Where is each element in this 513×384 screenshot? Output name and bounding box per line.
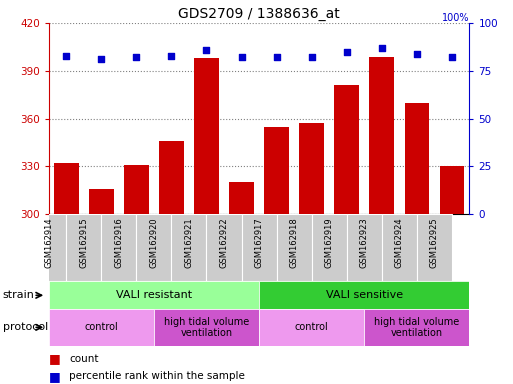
Text: high tidal volume
ventilation: high tidal volume ventilation (164, 316, 249, 338)
Point (132, 55, 141, 61)
Bar (54, 163, 78, 214)
Bar (124, 165, 149, 214)
Text: 100%: 100% (442, 13, 469, 23)
Text: GSM162920: GSM162920 (149, 218, 159, 268)
Point (307, 55, 315, 61)
Text: control: control (295, 322, 328, 333)
Text: count: count (69, 354, 99, 364)
Text: GSM162922: GSM162922 (220, 218, 228, 268)
Text: GSM162923: GSM162923 (360, 218, 369, 268)
Bar (49, 281, 259, 309)
Bar (242, 214, 277, 281)
Bar (229, 182, 254, 214)
Bar (312, 214, 347, 281)
Bar (440, 167, 464, 214)
Text: GSM162918: GSM162918 (290, 218, 299, 268)
Bar (259, 281, 469, 309)
Text: GSM162921: GSM162921 (185, 218, 193, 268)
Text: protocol: protocol (3, 322, 48, 333)
Text: GSM162914: GSM162914 (44, 218, 53, 268)
Bar (101, 214, 136, 281)
Point (238, 55, 246, 61)
Text: ■: ■ (49, 370, 61, 383)
Text: strain: strain (3, 290, 34, 300)
Bar (277, 214, 311, 281)
Text: GSM162925: GSM162925 (430, 218, 439, 268)
Bar (382, 214, 417, 281)
Text: GSM162915: GSM162915 (80, 218, 88, 268)
Point (167, 53, 175, 59)
Bar (136, 214, 171, 281)
Bar (334, 85, 359, 214)
Bar (259, 309, 364, 346)
Bar (31, 214, 66, 281)
Point (448, 55, 456, 61)
Point (272, 55, 281, 61)
Bar (369, 56, 394, 214)
Bar (364, 309, 469, 346)
Text: GSM162919: GSM162919 (325, 218, 333, 268)
Bar (154, 309, 259, 346)
Bar (194, 58, 219, 214)
Bar (347, 214, 382, 281)
Text: GSM162917: GSM162917 (254, 218, 264, 268)
Bar (89, 189, 113, 214)
Bar (417, 214, 452, 281)
Bar (264, 127, 289, 214)
Point (62, 53, 70, 59)
Point (202, 47, 210, 53)
Title: GDS2709 / 1388636_at: GDS2709 / 1388636_at (178, 7, 340, 21)
Text: control: control (85, 322, 118, 333)
Bar (405, 103, 429, 214)
Text: GSM162916: GSM162916 (114, 218, 123, 268)
Bar (300, 123, 324, 214)
Bar (171, 214, 206, 281)
Text: VALI resistant: VALI resistant (116, 290, 192, 300)
Text: ■: ■ (49, 353, 61, 366)
Bar (49, 309, 154, 346)
Point (97, 56, 105, 63)
Bar (159, 141, 184, 214)
Point (343, 49, 351, 55)
Text: VALI sensitive: VALI sensitive (326, 290, 403, 300)
Bar (206, 214, 242, 281)
Text: GSM162924: GSM162924 (395, 218, 404, 268)
Bar (66, 214, 102, 281)
Text: high tidal volume
ventilation: high tidal volume ventilation (374, 316, 460, 338)
Point (412, 51, 421, 57)
Point (378, 45, 386, 51)
Text: percentile rank within the sample: percentile rank within the sample (69, 371, 245, 381)
